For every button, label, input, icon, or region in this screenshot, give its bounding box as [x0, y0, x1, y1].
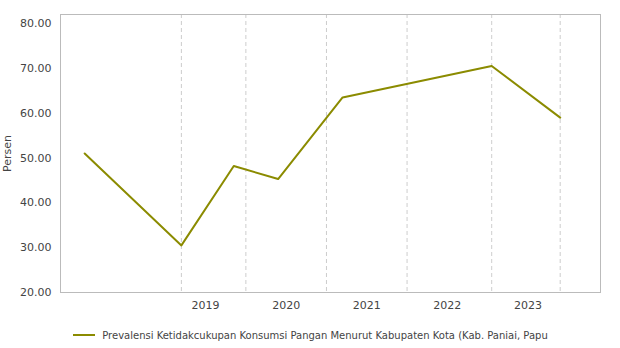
svg-text:2020: 2020 — [272, 299, 300, 312]
svg-text:2023: 2023 — [514, 299, 542, 312]
svg-text:50.00: 50.00 — [20, 152, 52, 165]
svg-text:70.00: 70.00 — [20, 62, 52, 75]
svg-text:2021: 2021 — [353, 299, 381, 312]
svg-text:Persen: Persen — [1, 135, 14, 172]
svg-text:80.00: 80.00 — [20, 17, 52, 30]
svg-text:2022: 2022 — [433, 299, 461, 312]
html-text:Prevalensi Ketidakcukupan Kons: Prevalensi Ketidakcukupan Konsumsi Panga… — [102, 329, 548, 341]
svg-text:60.00: 60.00 — [20, 107, 52, 120]
svg-text:30.00: 30.00 — [20, 241, 52, 254]
svg-text:20.00: 20.00 — [20, 286, 52, 299]
svg-text:2019: 2019 — [192, 299, 220, 312]
svg-text:40.00: 40.00 — [20, 196, 52, 209]
